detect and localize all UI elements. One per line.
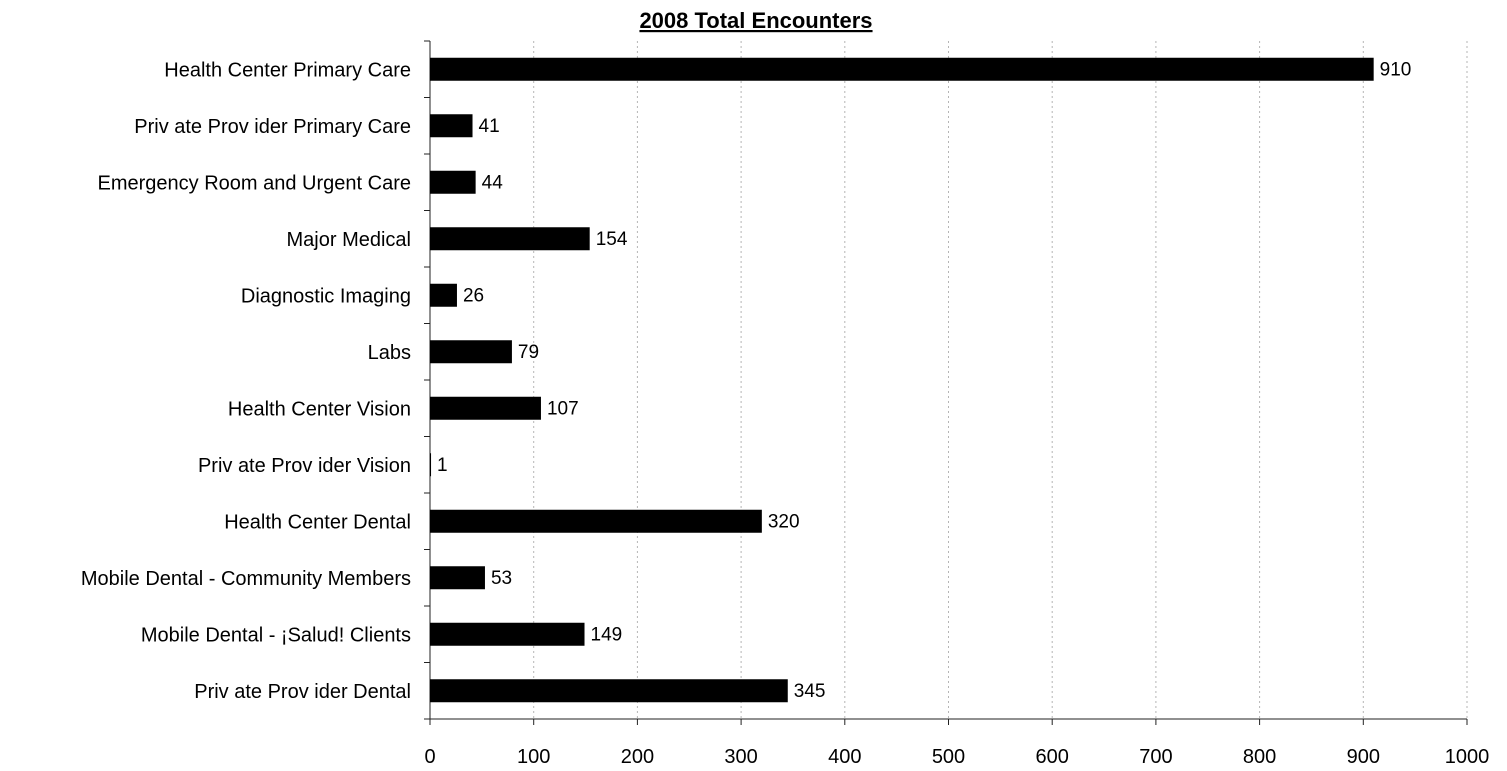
gridlines	[533, 41, 1468, 719]
bar	[430, 170, 476, 194]
category-label: Health Center Vision	[228, 398, 411, 420]
category-label: Mobile Dental - ¡Salud! Clients	[141, 624, 411, 646]
category-label: Emergency Room and Urgent Care	[98, 172, 411, 194]
data-label: 320	[768, 511, 800, 532]
bar	[430, 509, 762, 533]
data-label: 1	[437, 455, 448, 476]
x-tick-label: 400	[828, 746, 861, 768]
bar	[430, 57, 1374, 81]
x-tick-label: 100	[517, 746, 550, 768]
bar	[430, 114, 473, 138]
category-label: Health Center Dental	[224, 511, 411, 533]
x-tick-label: 0	[424, 746, 435, 768]
axes	[424, 40, 1468, 725]
bar	[430, 679, 788, 703]
data-label: 41	[479, 116, 500, 137]
bar	[430, 396, 541, 420]
category-label: Health Center Primary Care	[164, 59, 411, 81]
data-label: 44	[482, 172, 504, 193]
labels: 0 100 200 300 400 500 600 700 800 900 1000 Health C…	[81, 59, 1489, 768]
data-label: 149	[591, 624, 623, 645]
data-label: 107	[547, 398, 579, 419]
bars	[430, 57, 1374, 703]
category-label: Diagnostic Imaging	[241, 285, 411, 307]
x-tick-label: 700	[1139, 746, 1172, 768]
x-tick-label: 1000	[1445, 746, 1490, 768]
x-tick-label: 300	[724, 746, 757, 768]
bar	[430, 453, 432, 477]
x-tick-label: 800	[1243, 746, 1276, 768]
bar	[430, 283, 457, 307]
bar	[430, 566, 485, 590]
category-label: Priv ate Prov ider Primary Care	[134, 116, 411, 138]
data-label: 53	[491, 568, 512, 589]
x-tick-label: 600	[1036, 746, 1069, 768]
category-label: Priv ate Prov ider Dental	[194, 681, 411, 703]
chart-title: 2008 Total Encounters	[639, 8, 872, 33]
category-label: Major Medical	[287, 229, 411, 251]
x-tick-label: 500	[932, 746, 965, 768]
bar	[430, 227, 590, 251]
data-label: 345	[794, 681, 826, 702]
category-label: Mobile Dental - Community Members	[81, 568, 411, 590]
data-label: 26	[463, 285, 484, 306]
category-label: Priv ate Prov ider Vision	[198, 455, 411, 477]
x-tick-label: 900	[1347, 746, 1380, 768]
bar	[430, 622, 585, 646]
data-label: 79	[518, 342, 539, 363]
x-tick-label: 200	[621, 746, 654, 768]
data-label: 154	[596, 229, 628, 250]
category-label: Labs	[368, 342, 411, 364]
data-label: 910	[1380, 59, 1412, 80]
bar	[430, 340, 512, 364]
